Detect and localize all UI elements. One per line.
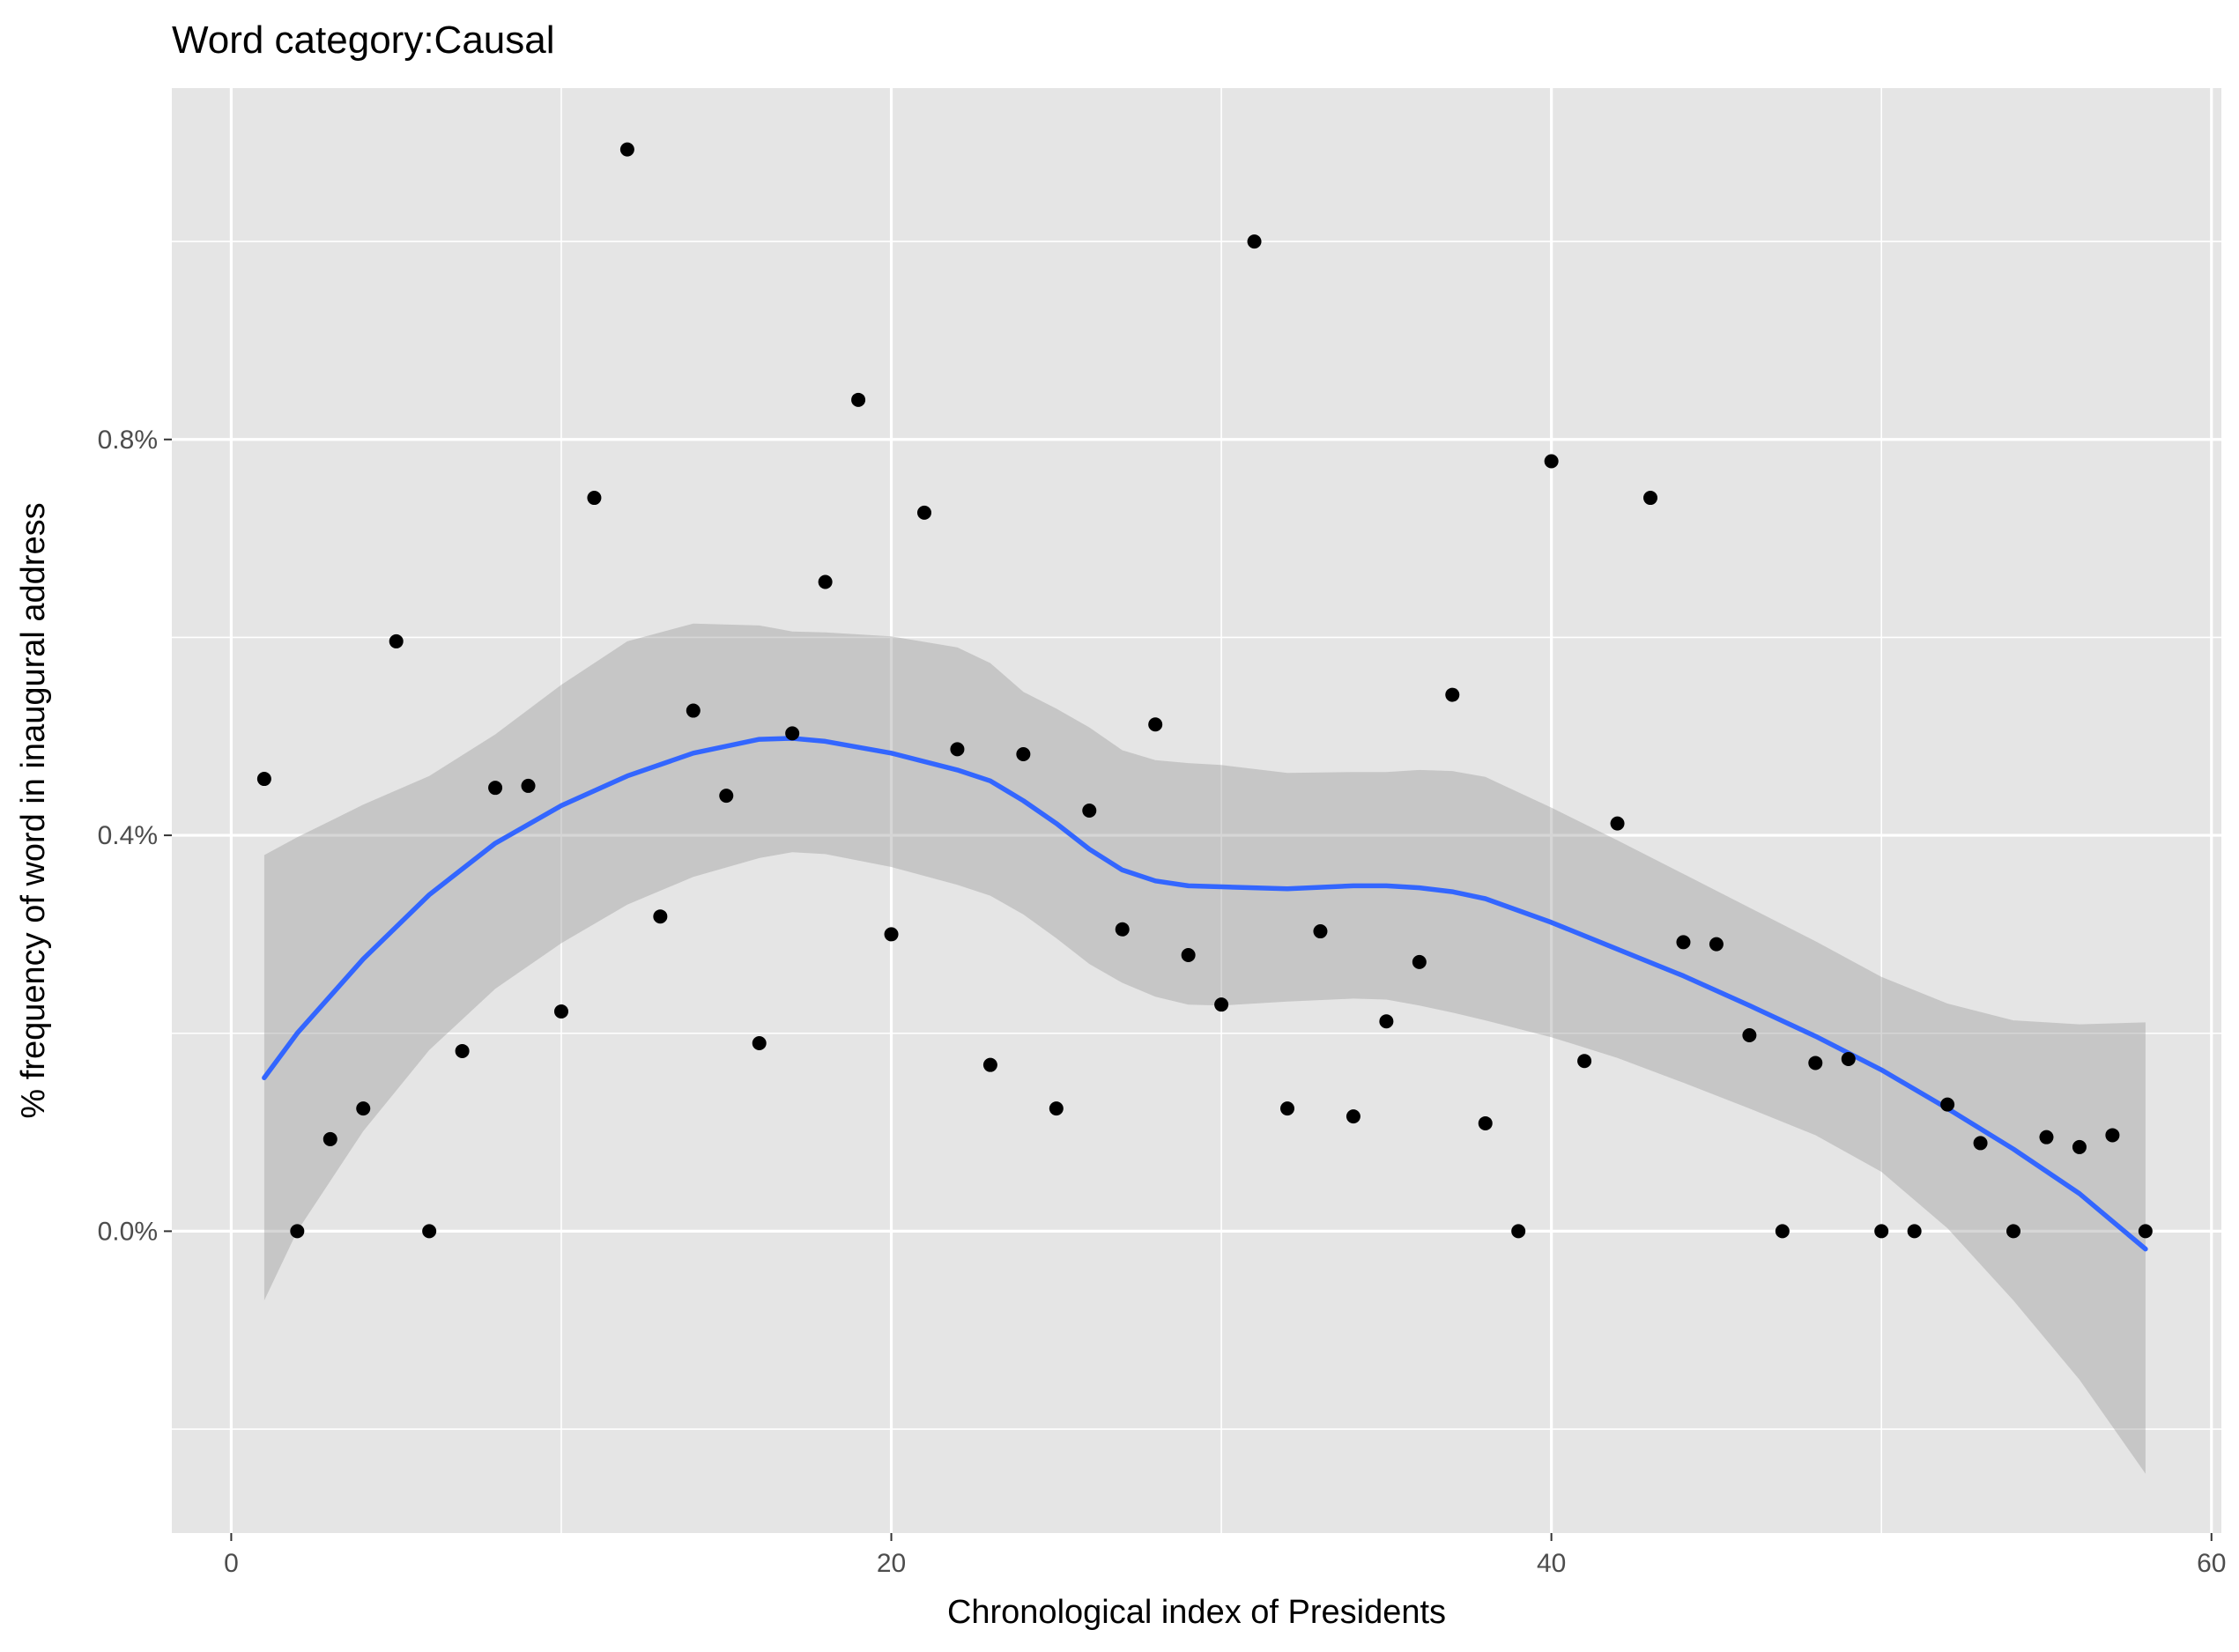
data-point	[1577, 1054, 1592, 1069]
data-point	[1775, 1224, 1790, 1239]
data-point	[1379, 1014, 1394, 1029]
data-point	[323, 1131, 337, 1146]
data-point	[1280, 1101, 1295, 1116]
x-tick-label: 0	[224, 1549, 239, 1578]
data-point	[1874, 1224, 1889, 1239]
data-point	[2138, 1224, 2153, 1239]
data-point	[1709, 937, 1724, 952]
data-point	[1115, 922, 1130, 937]
x-tick-label: 40	[1537, 1549, 1566, 1578]
axis-ticks: 0 20 40 60 0.0% 0.4% 0.8%	[98, 426, 2227, 1578]
data-point	[553, 1004, 568, 1019]
data-point	[1841, 1051, 1856, 1066]
data-point	[1544, 454, 1559, 469]
data-point	[818, 574, 833, 589]
chart-title: Word category:Causal	[172, 19, 555, 62]
data-point	[851, 392, 866, 407]
x-axis-title: Chronological index of Presidents	[947, 1594, 1446, 1631]
data-point	[950, 742, 965, 757]
data-point	[1313, 924, 1328, 939]
data-point	[356, 1101, 371, 1116]
data-point	[488, 781, 503, 796]
data-point	[290, 1224, 305, 1239]
data-point	[1511, 1224, 1526, 1239]
data-point	[1214, 997, 1229, 1012]
x-tick-label: 60	[2197, 1549, 2226, 1578]
data-point	[1973, 1136, 1988, 1151]
confidence-band	[263, 623, 2146, 1474]
data-point	[916, 505, 931, 520]
data-point	[2072, 1139, 2087, 1154]
data-point	[686, 703, 701, 718]
data-point	[1907, 1224, 1922, 1239]
data-point	[1346, 1109, 1360, 1124]
data-point	[719, 789, 734, 804]
y-tick-label: 0.4%	[98, 821, 158, 850]
data-point	[619, 142, 634, 157]
smooth-line	[262, 736, 2148, 1252]
data-point	[1478, 1115, 1493, 1130]
data-point	[752, 1035, 767, 1050]
y-axis-title: % frequency of word in inaugural address	[15, 502, 52, 1118]
data-point	[256, 772, 271, 787]
data-point	[389, 633, 404, 648]
data-point	[1247, 234, 1262, 249]
data-point	[1610, 816, 1625, 831]
data-point	[653, 909, 668, 924]
data-point	[1808, 1056, 1823, 1070]
data-points	[256, 142, 2153, 1239]
data-point	[1082, 804, 1097, 818]
smooth-line-layer	[262, 736, 2148, 1252]
data-point	[455, 1043, 470, 1058]
y-tick-label: 0.0%	[98, 1217, 158, 1246]
confidence-band-layer	[263, 623, 2146, 1474]
data-point	[785, 726, 800, 741]
data-point	[1412, 954, 1427, 969]
data-point	[2105, 1128, 2120, 1143]
data-point	[1148, 717, 1163, 732]
data-point	[884, 927, 899, 942]
data-point	[1181, 948, 1196, 962]
data-point	[422, 1224, 437, 1239]
data-point	[1742, 1027, 1757, 1042]
data-point	[1676, 935, 1691, 950]
data-point	[587, 491, 602, 506]
plot-panel	[172, 88, 2221, 1533]
data-point	[1643, 491, 1658, 506]
data-point	[521, 778, 536, 793]
data-point	[1445, 687, 1460, 702]
data-point	[2006, 1224, 2021, 1239]
y-tick-label: 0.8%	[98, 426, 158, 455]
x-tick-label: 20	[877, 1549, 906, 1578]
data-point	[1016, 746, 1031, 761]
data-point	[1940, 1097, 1955, 1112]
data-point	[982, 1057, 997, 1072]
data-point	[1049, 1101, 1064, 1116]
data-point	[2039, 1130, 2054, 1145]
